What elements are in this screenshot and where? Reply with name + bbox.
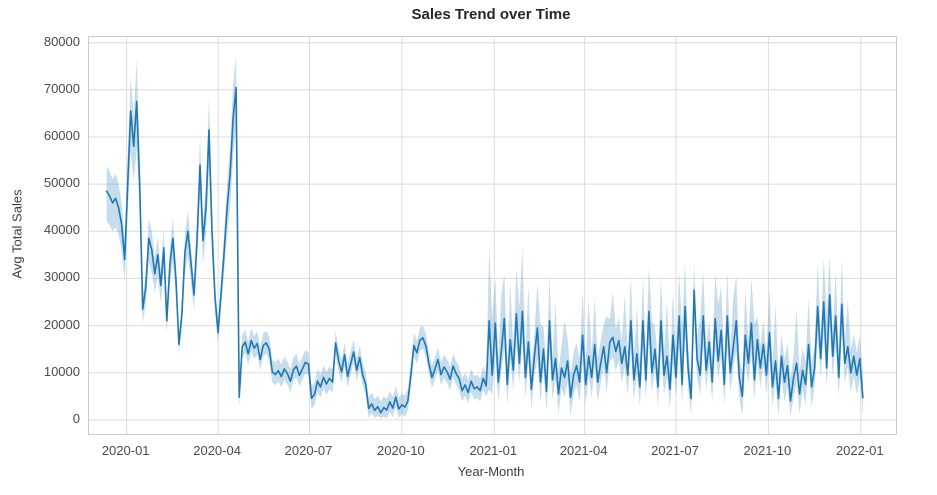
line-chart-svg (89, 37, 896, 434)
y-tick-label: 10000 (43, 363, 80, 379)
sales-trend-line (105, 86, 864, 414)
chart-title: Sales Trend over Time (411, 6, 571, 23)
x-tick-label: 2022-01 (835, 443, 884, 458)
confidence-band (106, 54, 863, 419)
y-tick-label: 40000 (43, 222, 80, 238)
x-tick-label: 2020-04 (193, 443, 241, 458)
y-tick-label: 30000 (43, 269, 80, 285)
x-tick-label: 2021-01 (469, 443, 518, 458)
x-tick-label: 2020-10 (377, 443, 425, 458)
x-axis-label: Year-Month (457, 464, 525, 479)
y-tick-label: 50000 (43, 175, 80, 191)
y-tick-label: 20000 (43, 316, 80, 332)
plot-area (88, 36, 897, 435)
y-tick-label: 70000 (43, 80, 80, 96)
y-tick-label: 80000 (43, 33, 80, 49)
x-tick-label: 2021-10 (743, 443, 792, 458)
y-tick-label: 0 (72, 410, 80, 426)
y-tick-label: 60000 (43, 128, 80, 143)
x-tick-label: 2021-07 (651, 443, 699, 458)
x-tick-label: 2021-04 (559, 443, 608, 458)
x-tick-label: 2020-01 (101, 443, 150, 458)
x-tick-label: 2020-07 (284, 443, 333, 458)
